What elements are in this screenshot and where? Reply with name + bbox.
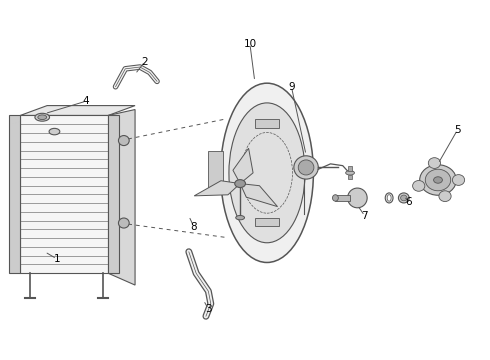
Polygon shape	[194, 181, 240, 196]
Ellipse shape	[428, 158, 441, 168]
Text: 5: 5	[454, 125, 461, 135]
Ellipse shape	[434, 177, 442, 183]
Ellipse shape	[229, 103, 305, 243]
Ellipse shape	[347, 188, 367, 208]
Bar	[108, 116, 119, 273]
Ellipse shape	[439, 191, 451, 202]
Text: 6: 6	[405, 197, 412, 207]
Polygon shape	[20, 116, 108, 273]
Ellipse shape	[413, 180, 425, 191]
Bar	[208, 151, 223, 194]
Ellipse shape	[387, 195, 391, 201]
Ellipse shape	[49, 129, 60, 135]
Ellipse shape	[119, 135, 129, 145]
Text: 8: 8	[191, 222, 197, 231]
Polygon shape	[20, 105, 135, 116]
Ellipse shape	[398, 193, 409, 203]
Ellipse shape	[35, 113, 49, 121]
Ellipse shape	[419, 165, 456, 195]
Polygon shape	[108, 109, 135, 285]
Ellipse shape	[38, 115, 47, 120]
Polygon shape	[233, 148, 253, 184]
Ellipse shape	[401, 195, 407, 201]
Text: 9: 9	[288, 82, 294, 92]
Ellipse shape	[294, 156, 318, 179]
Ellipse shape	[452, 175, 465, 185]
Ellipse shape	[425, 169, 451, 191]
Polygon shape	[347, 166, 352, 171]
Bar	[255, 218, 279, 226]
Polygon shape	[347, 175, 352, 179]
Ellipse shape	[345, 171, 354, 175]
Bar	[255, 119, 279, 128]
Text: 3: 3	[205, 304, 212, 314]
Text: 7: 7	[362, 211, 368, 221]
Text: 1: 1	[53, 254, 60, 264]
Ellipse shape	[385, 193, 393, 203]
Ellipse shape	[332, 195, 338, 201]
Text: 2: 2	[142, 57, 148, 67]
Bar	[335, 195, 350, 201]
Ellipse shape	[119, 218, 129, 228]
Text: 4: 4	[83, 96, 90, 106]
Ellipse shape	[298, 160, 314, 175]
Ellipse shape	[220, 83, 314, 262]
Ellipse shape	[235, 180, 245, 188]
Ellipse shape	[236, 216, 245, 220]
Polygon shape	[240, 184, 277, 207]
Text: 10: 10	[244, 39, 256, 49]
Bar	[9, 116, 20, 273]
